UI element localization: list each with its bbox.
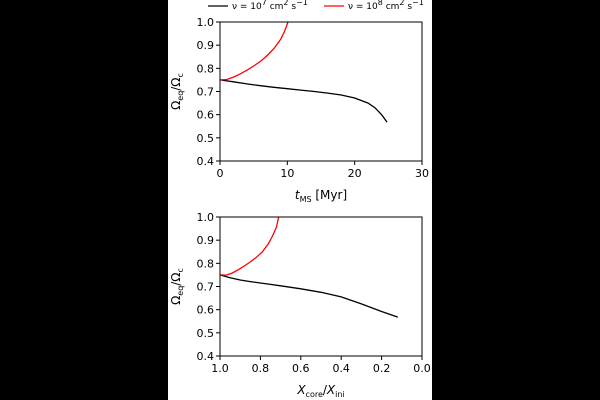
- y-tick-label: 0.9: [197, 39, 215, 52]
- plot-frame: [219, 21, 423, 162]
- y-tick-label: 0.9: [197, 234, 215, 247]
- legend-label: ν = 108 cm2 s−1: [348, 0, 424, 12]
- x-axis-label: tMS [Myr]: [295, 188, 347, 204]
- x-tick-label: 0.4: [332, 362, 350, 375]
- x-tick-label: 0: [217, 167, 224, 180]
- y-tick-label: 0.6: [197, 109, 215, 122]
- series-line-2: [219, 216, 280, 276]
- x-tick-label: 0.0: [413, 362, 431, 375]
- x-tick-label: 10: [280, 167, 294, 180]
- legend-label: ν = 107 cm2 s−1: [232, 0, 308, 12]
- series-line-1: [219, 79, 388, 123]
- chart-1: 0 10 20 30 0.4 0.5 0.6 0.7 0.8 0.9 1.0 Ωeq/Ωc tMS [M…: [169, 16, 429, 204]
- y-tick-label: 1.0: [197, 211, 215, 224]
- y-tick-label: 0.4: [197, 155, 215, 168]
- series-line-2: [219, 21, 289, 81]
- y-tick-label: 1.0: [197, 16, 215, 29]
- y-tick-label: 0.7: [197, 281, 215, 294]
- x-tick-label: 20: [348, 167, 362, 180]
- x-tick-label: 1.0: [211, 362, 229, 375]
- x-tick-label: 30: [415, 167, 429, 180]
- x-tick-label: 0.2: [373, 362, 391, 375]
- plot-frame: [219, 216, 423, 357]
- y-tick-label: 0.5: [197, 327, 215, 340]
- y-tick-label: 0.8: [197, 62, 215, 75]
- y-tick-label: 0.8: [197, 257, 215, 270]
- x-tick-label: 0.6: [292, 362, 310, 375]
- x-tick-label: 0.8: [252, 362, 270, 375]
- y-tick-label: 0.4: [197, 350, 215, 363]
- y-tick-label: 0.7: [197, 86, 215, 99]
- chart-2: 1.0 0.8 0.6 0.4 0.2 0.0 0.4 0.5 0.6 0.7 0.8 0.9 1.0 Ω…: [169, 211, 431, 399]
- series-line-1: [219, 274, 399, 318]
- figure-panel: [168, 0, 432, 400]
- y-axis-label: Ωeq/Ωc: [169, 73, 185, 110]
- y-tick-label: 0.6: [197, 304, 215, 317]
- y-tick-label: 0.5: [197, 132, 215, 145]
- x-axis-label: Xcore/Xini: [296, 383, 344, 399]
- y-axis-label: Ωeq/Ωc: [169, 268, 185, 305]
